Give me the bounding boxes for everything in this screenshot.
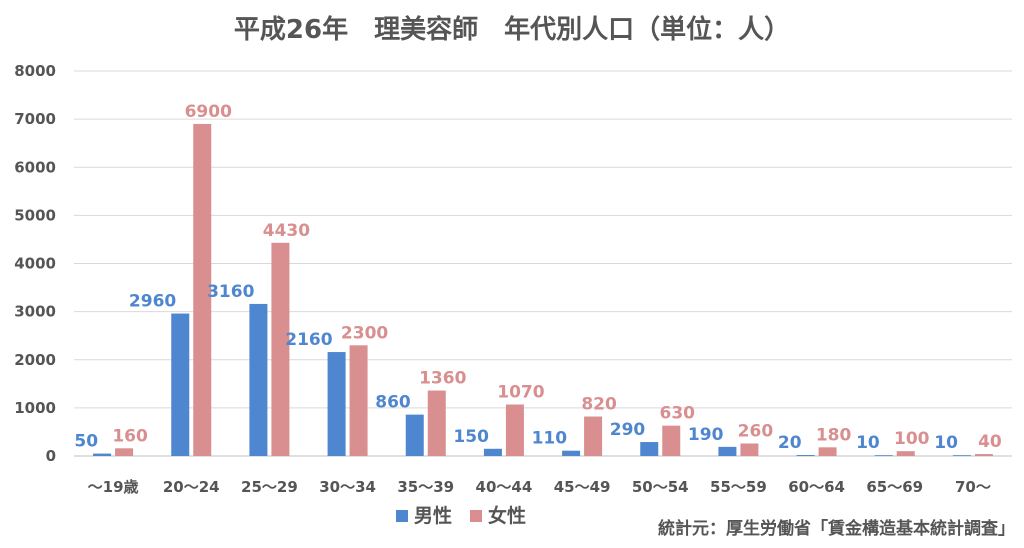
- x-tick-label: 60～64: [788, 478, 845, 496]
- data-label-male: 10: [934, 433, 958, 453]
- data-labels: 50 160 2960 6900 3160 4430 2160 2300 860 1360 150 1…: [74, 102, 1001, 453]
- data-label-male: 2960: [129, 292, 176, 312]
- bar-male: [483, 448, 502, 456]
- x-tick-label: 45～49: [554, 478, 611, 496]
- data-label-male: 110: [532, 429, 568, 449]
- x-tick-label: 65～69: [866, 478, 923, 496]
- bar-female: [505, 404, 524, 456]
- y-tick-label: 4000: [14, 255, 56, 273]
- bar-female: [662, 425, 681, 456]
- y-tick-label: 6000: [14, 158, 56, 176]
- y-tick-label: 8000: [14, 62, 56, 80]
- bar-female: [896, 451, 915, 456]
- bar-male: [874, 455, 893, 456]
- data-label-female: 40: [978, 432, 1002, 452]
- data-label-female: 4430: [263, 221, 310, 241]
- source-note: 統計元：厚生労働省「賃金構造基本統計調査」: [658, 518, 1015, 539]
- bar-male: [718, 446, 737, 456]
- y-tick-label: 1000: [14, 399, 56, 417]
- chart-title: 平成26年 理美容師 年代別人口（単位：人）: [234, 14, 790, 45]
- data-label-female: 6900: [185, 102, 232, 122]
- x-tick-label: 25～29: [241, 478, 298, 496]
- legend-swatch-female: [470, 510, 482, 522]
- data-label-female: 260: [738, 421, 774, 441]
- bar-female: [193, 123, 212, 456]
- bar-female: [974, 454, 993, 456]
- gridlines: [74, 70, 1012, 457]
- data-label-male: 290: [610, 420, 646, 440]
- data-label-female: 820: [581, 395, 617, 415]
- legend-label-male: 男性: [414, 504, 452, 527]
- data-label-female: 630: [660, 404, 696, 424]
- bar-male: [327, 352, 346, 456]
- y-tick-label: 7000: [14, 110, 56, 128]
- x-tick-label: 50～54: [632, 478, 689, 496]
- bar-male: [796, 455, 815, 456]
- bars: [93, 123, 993, 456]
- bar-male: [562, 450, 581, 456]
- legend: 男性 女性: [396, 504, 526, 527]
- bar-female: [349, 345, 368, 456]
- x-tick-label: 30～34: [319, 478, 376, 496]
- data-label-female: 100: [894, 429, 930, 449]
- bar-male: [405, 414, 424, 456]
- data-label-female: 180: [816, 425, 852, 445]
- data-label-male: 190: [688, 425, 724, 445]
- bar-female: [271, 242, 290, 456]
- bar-female: [427, 390, 446, 456]
- y-tick-label: 3000: [14, 303, 56, 321]
- bar-male: [952, 455, 971, 456]
- data-label-male: 3160: [207, 282, 254, 302]
- x-tick-label: ～19歳: [88, 478, 139, 496]
- bar-female: [115, 448, 134, 456]
- x-axis: ～19歳 20～24 25～29 30～34 35～39 40～44 45～49 50～54 5…: [88, 478, 991, 496]
- bar-male: [93, 453, 112, 456]
- data-label-male: 20: [778, 433, 802, 453]
- x-tick-label: 55～59: [710, 478, 767, 496]
- data-label-male: 10: [856, 433, 880, 453]
- bar-female: [740, 443, 759, 456]
- data-label-female: 1070: [497, 383, 544, 403]
- legend-label-female: 女性: [488, 504, 526, 527]
- bar-male: [249, 303, 268, 456]
- data-label-male: 860: [375, 393, 411, 413]
- data-label-female: 2300: [341, 323, 388, 343]
- data-label-male: 50: [74, 432, 98, 452]
- y-tick-label: 5000: [14, 206, 56, 224]
- y-tick-label: 0: [46, 447, 56, 465]
- data-label-male: 2160: [285, 330, 332, 350]
- y-tick-label: 2000: [14, 351, 56, 369]
- bar-female: [818, 447, 837, 456]
- data-label-male: 150: [453, 427, 489, 447]
- y-axis: 0 1000 2000 3000 4000 5000 6000 7000 8000: [14, 62, 56, 465]
- legend-swatch-male: [396, 510, 408, 522]
- bar-male: [171, 313, 190, 456]
- x-tick-label: 70～: [955, 478, 991, 496]
- bar-male: [640, 442, 659, 456]
- data-label-female: 1360: [419, 369, 466, 389]
- data-label-female: 160: [112, 426, 148, 446]
- bar-female: [584, 416, 603, 456]
- x-tick-label: 35～39: [397, 478, 454, 496]
- x-tick-label: 20～24: [163, 478, 220, 496]
- x-tick-label: 40～44: [476, 478, 533, 496]
